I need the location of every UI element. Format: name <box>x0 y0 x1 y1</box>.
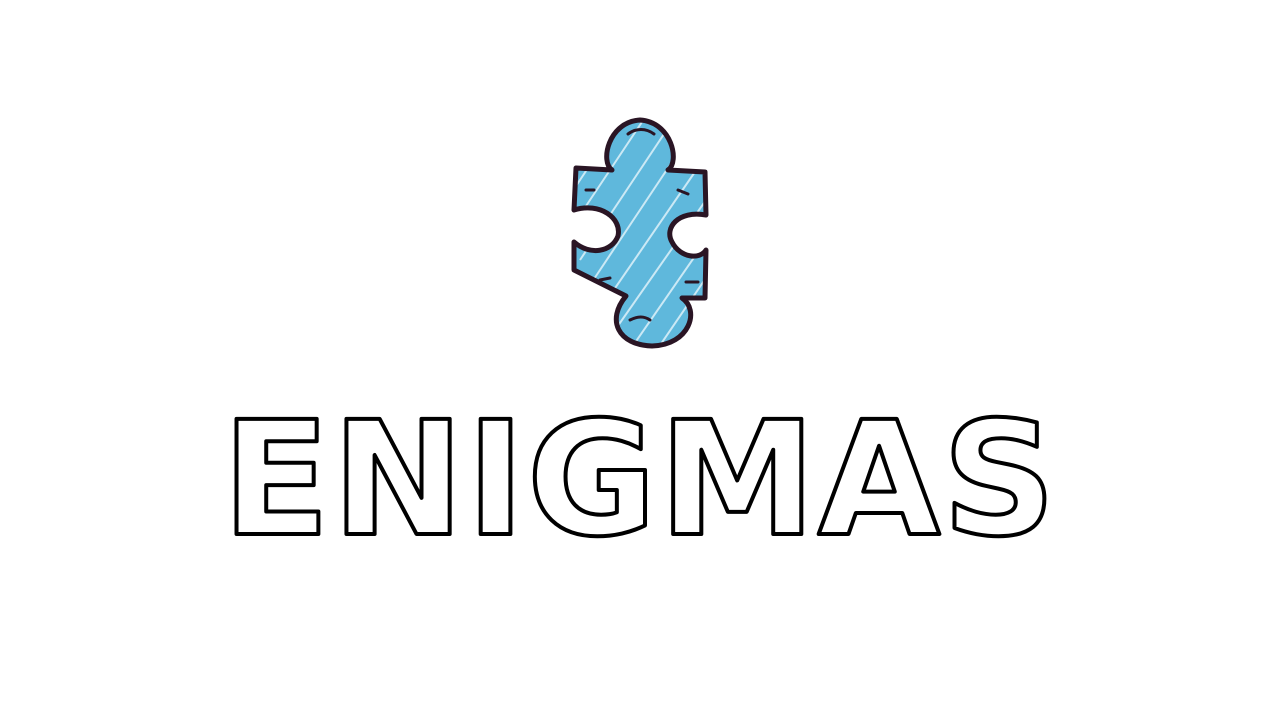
puzzle-piece-icon <box>560 110 720 355</box>
title-text: ENIGMAS <box>222 388 1058 558</box>
title-heading: ENIGMAS <box>0 388 1280 558</box>
